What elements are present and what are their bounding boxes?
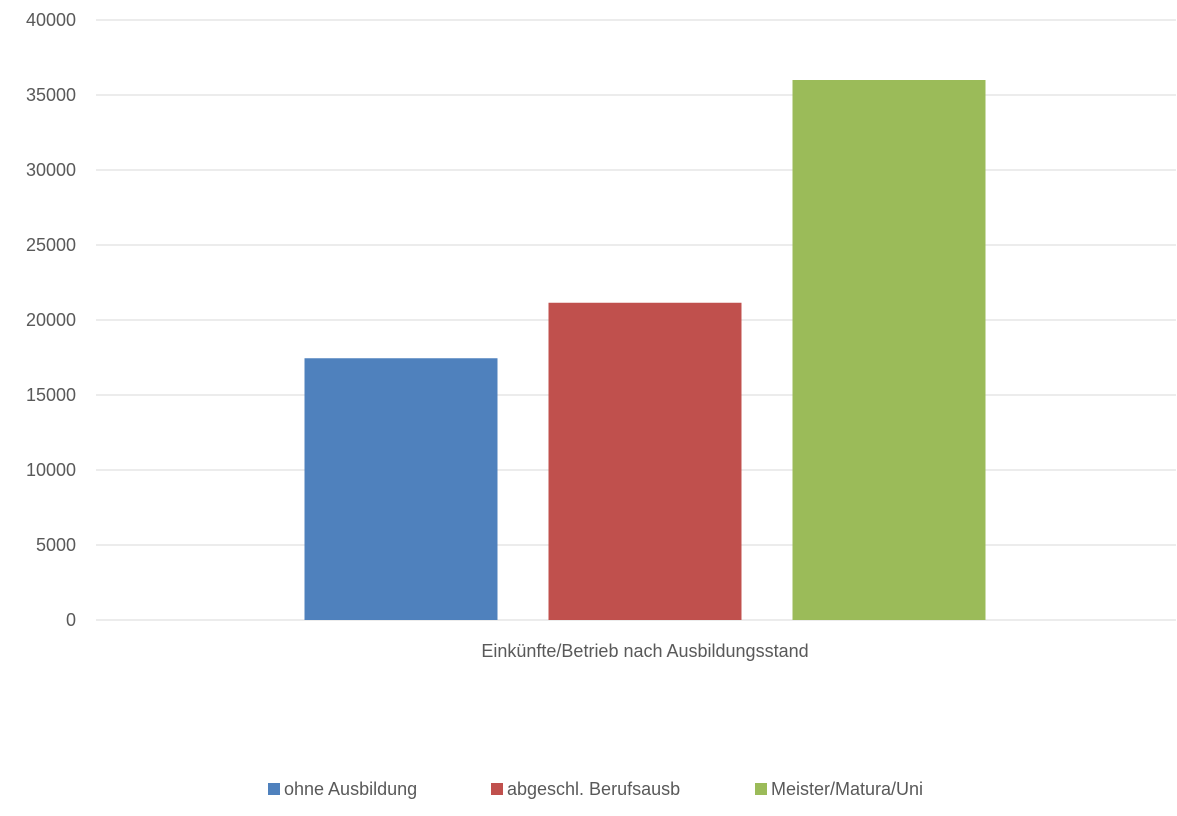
y-axis-tick-labels: 0 5000 10000 15000 20000 25000 30000 35000 40000 [26,10,76,630]
bar-abgeschl-berufsausb [548,302,742,620]
legend-swatch [755,783,767,795]
legend-label: abgeschl. Berufsausb [507,779,680,799]
y-tick-label: 35000 [26,85,76,105]
bar-ohne-ausbildung [304,358,498,620]
legend-swatch [491,783,503,795]
x-axis-category-labels: Einkünfte/Betrieb nach Ausbildungsstand [481,641,808,661]
bar-meister-matura-uni [792,80,986,620]
legend-label: Meister/Matura/Uni [771,779,923,799]
y-tick-label: 0 [66,610,76,630]
y-tick-label: 5000 [36,535,76,555]
legend-item: Meister/Matura/Uni [755,779,923,799]
y-tick-label: 15000 [26,385,76,405]
legend-label: ohne Ausbildung [284,779,417,799]
legend-item: abgeschl. Berufsausb [491,779,680,799]
y-tick-label: 25000 [26,235,76,255]
y-tick-label: 10000 [26,460,76,480]
legend: ohne Ausbildung abgeschl. Berufsausb Meist… [268,779,923,799]
x-category-label: Einkünfte/Betrieb nach Ausbildungsstand [481,641,808,661]
y-tick-label: 30000 [26,160,76,180]
y-tick-label: 20000 [26,310,76,330]
legend-item: ohne Ausbildung [268,779,417,799]
bars [304,80,986,620]
legend-swatch [268,783,280,795]
y-tick-label: 40000 [26,10,76,30]
